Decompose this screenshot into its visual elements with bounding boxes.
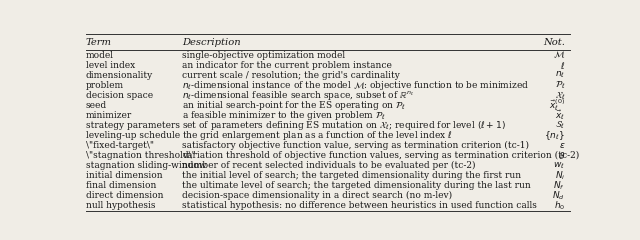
Text: statistical hypothesis: no difference between heuristics in used function calls: statistical hypothesis: no difference be… [182, 201, 536, 210]
Text: model: model [86, 51, 114, 60]
Text: problem: problem [86, 81, 124, 90]
Text: $h_0$: $h_0$ [554, 199, 565, 212]
Text: \"fixed-target\": \"fixed-target\" [86, 141, 154, 150]
Text: decision-space dimensionality in a direct search (no m-lev): decision-space dimensionality in a direc… [182, 191, 452, 200]
Text: direct dimension: direct dimension [86, 191, 163, 200]
Text: dimensionality: dimensionality [86, 71, 153, 80]
Text: \"stagnation threshold\": \"stagnation threshold\" [86, 151, 196, 160]
Text: an indicator for the current problem instance: an indicator for the current problem ins… [182, 61, 392, 70]
Text: $w_\ell$: $w_\ell$ [554, 160, 565, 171]
Text: $\mathcal{M}$: $\mathcal{M}$ [553, 50, 565, 60]
Text: stagnation sliding-window: stagnation sliding-window [86, 161, 207, 170]
Text: variation threshold of objective function values, serving as termination criteri: variation threshold of objective functio… [182, 151, 579, 160]
Text: $\ell$: $\ell$ [560, 60, 565, 71]
Text: $\mathcal{S}_\ell$: $\mathcal{S}_\ell$ [555, 120, 565, 131]
Text: $\vec{x}_\ell^{(0)}$: $\vec{x}_\ell^{(0)}$ [549, 97, 565, 113]
Text: null hypothesis: null hypothesis [86, 201, 156, 210]
Text: an initial search-point for the ES operating on $\mathcal{P}_\ell$: an initial search-point for the ES opera… [182, 99, 405, 112]
Text: level index: level index [86, 61, 135, 70]
Text: number of recent selected individuals to be evaluated per (tc-2): number of recent selected individuals to… [182, 161, 475, 170]
Text: $\vec{x}_\ell$: $\vec{x}_\ell$ [555, 108, 565, 122]
Text: $\mathcal{X}_\ell$: $\mathcal{X}_\ell$ [554, 89, 565, 102]
Text: strategy parameters: strategy parameters [86, 121, 180, 130]
Text: Term: Term [86, 38, 112, 47]
Text: $n_\ell$: $n_\ell$ [555, 70, 565, 80]
Text: current scale / resolution; the grid's cardinality: current scale / resolution; the grid's c… [182, 71, 399, 80]
Text: $N_i$: $N_i$ [555, 169, 565, 182]
Text: $N_d$: $N_d$ [552, 190, 565, 202]
Text: $\mathcal{P}_\ell$: $\mathcal{P}_\ell$ [555, 79, 565, 91]
Text: seed: seed [86, 101, 107, 110]
Text: initial dimension: initial dimension [86, 171, 163, 180]
Text: decision space: decision space [86, 91, 153, 100]
Text: the ultimate level of search; the targeted dimensionality during the last run: the ultimate level of search; the target… [182, 181, 531, 190]
Text: $\epsilon$: $\epsilon$ [559, 141, 565, 150]
Text: single-objective optimization model: single-objective optimization model [182, 51, 345, 60]
Text: the grid enlargement plan as a function of the level index $\ell$: the grid enlargement plan as a function … [182, 129, 452, 142]
Text: $N_f$: $N_f$ [554, 180, 565, 192]
Text: $\{n_\ell\}$: $\{n_\ell\}$ [544, 129, 565, 142]
Text: set of parameters defining ES mutation on $\mathcal{X}_\ell$; required for level: set of parameters defining ES mutation o… [182, 119, 506, 132]
Text: leveling-up schedule: leveling-up schedule [86, 131, 180, 140]
Text: Not.: Not. [543, 38, 565, 47]
Text: $n_\ell$-dimensional feasible search space, subset of $\mathbb{R}^{n_\ell}$: $n_\ell$-dimensional feasible search spa… [182, 89, 413, 102]
Text: $n_\ell$-dimensional instance of the model $\mathcal{M}$: objective function to : $n_\ell$-dimensional instance of the mod… [182, 79, 529, 92]
Text: final dimension: final dimension [86, 181, 156, 190]
Text: $\vartheta$: $\vartheta$ [557, 150, 565, 161]
Text: minimizer: minimizer [86, 111, 132, 120]
Text: a feasible minimizer to the given problem $\mathcal{P}_\ell$: a feasible minimizer to the given proble… [182, 109, 385, 122]
Text: satisfactory objective function value, serving as termination criterion (tc-1): satisfactory objective function value, s… [182, 141, 529, 150]
Text: Description: Description [182, 38, 241, 47]
Text: the initial level of search; the targeted dimensionality during the first run: the initial level of search; the targete… [182, 171, 521, 180]
